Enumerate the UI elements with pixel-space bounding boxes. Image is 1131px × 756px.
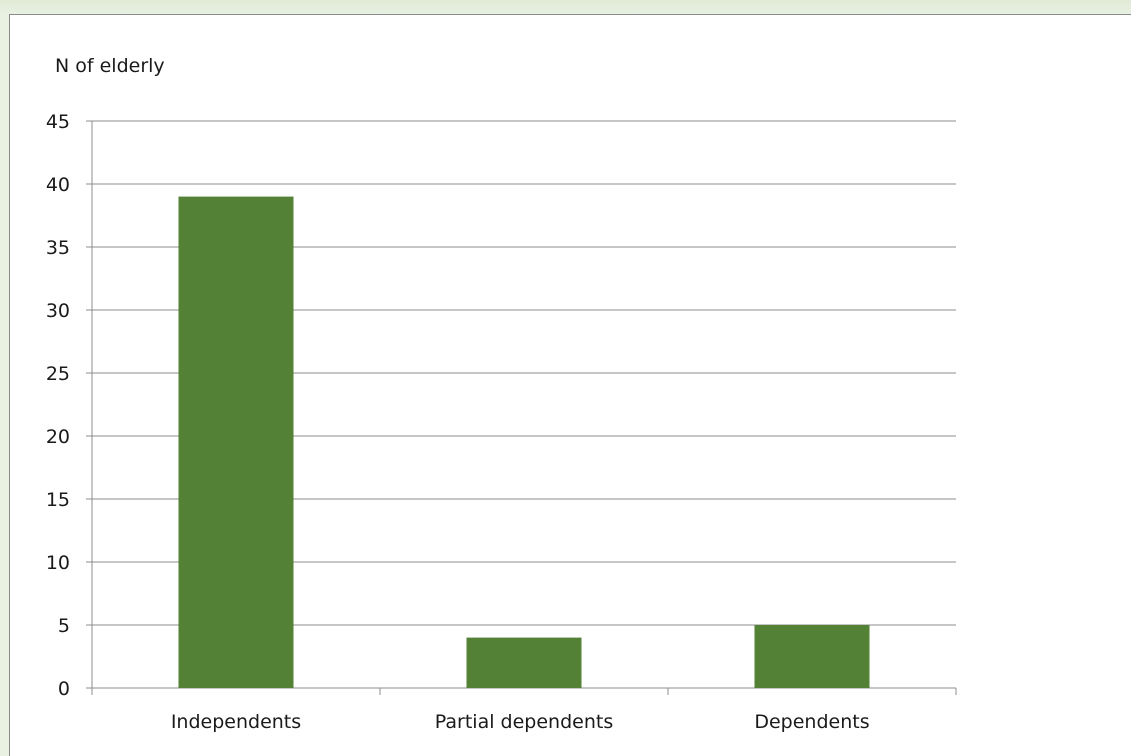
y-tick-label-30: 30 <box>46 300 70 322</box>
y-tick-label-10: 10 <box>46 552 70 574</box>
top-band <box>0 0 1131 14</box>
x-tick-label-dependents: Dependents <box>754 711 869 733</box>
x-tick-label-independents: Independents <box>171 711 301 733</box>
y-tick-label-45: 45 <box>46 111 70 133</box>
y-tick-label-40: 40 <box>46 174 70 196</box>
x-tick-labels: Independents Partial dependents Dependents <box>171 711 870 733</box>
bars <box>178 196 870 688</box>
y-tick-label-35: 35 <box>46 237 70 259</box>
bar-partial-dependents <box>466 637 582 688</box>
bar-dependents <box>754 625 870 688</box>
y-tick-label-15: 15 <box>46 489 70 511</box>
bar-independents <box>178 196 294 688</box>
y-axis-title: N of elderly <box>55 55 165 77</box>
y-tick-label-25: 25 <box>46 363 70 385</box>
y-tick-labels: 0 5 10 15 20 25 30 35 40 45 <box>46 111 70 700</box>
x-tick-label-partial-dependents: Partial dependents <box>435 711 613 733</box>
y-tick-label-5: 5 <box>58 615 70 637</box>
y-tick-label-0: 0 <box>58 678 70 700</box>
y-tick-label-20: 20 <box>46 426 70 448</box>
